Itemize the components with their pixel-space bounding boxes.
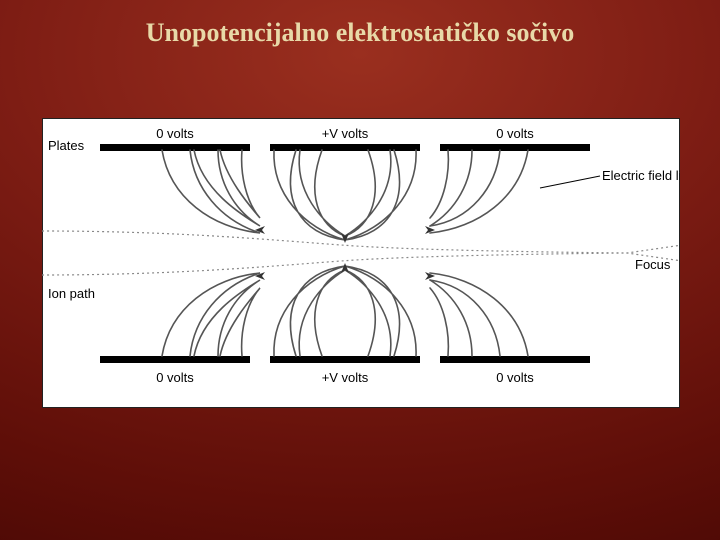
diagram-label: +V volts — [322, 370, 369, 385]
field-line — [345, 266, 416, 356]
plate-top-1 — [270, 144, 420, 151]
diagram-label: 0 volts — [156, 126, 194, 141]
diagram-label: 0 volts — [496, 126, 534, 141]
field-line — [274, 266, 345, 356]
diagram-label: Ion path — [48, 286, 95, 301]
ion-path — [42, 231, 680, 261]
diagram-label: Focus — [635, 257, 671, 272]
diagram-label: +V volts — [322, 126, 369, 141]
ion-path — [42, 245, 680, 275]
diagram-label: Electric field lines — [602, 168, 680, 183]
field-line — [194, 280, 260, 356]
field-line — [220, 150, 260, 218]
field-line — [430, 273, 528, 356]
diagram-label: 0 volts — [496, 370, 534, 385]
plate-top-0 — [100, 144, 250, 151]
field-line — [430, 150, 472, 226]
field-line — [162, 273, 260, 356]
plate-bot-0 — [100, 356, 250, 363]
plate-bot-1 — [270, 356, 420, 363]
field-line — [430, 150, 528, 233]
arrow-icon — [341, 263, 349, 273]
diagram-label: Plates — [48, 138, 85, 153]
plate-top-2 — [440, 144, 590, 151]
field-line — [430, 280, 472, 356]
field-line — [220, 288, 260, 356]
leader-line — [540, 176, 600, 188]
field-line — [274, 150, 345, 240]
lens-svg: 0 volts 0 volts +V volts +V volts 0 volts 0 v… — [42, 118, 680, 408]
field-line — [194, 150, 260, 226]
arrow-icon — [341, 233, 349, 243]
page-title: Unopotencijalno elektrostatičko sočivo — [0, 18, 720, 48]
field-line — [345, 150, 416, 240]
plate-bot-2 — [440, 356, 590, 363]
diagram-label: 0 volts — [156, 370, 194, 385]
lens-diagram: 0 volts 0 volts +V volts +V volts 0 volts 0 v… — [42, 118, 680, 408]
field-line — [162, 150, 260, 233]
slide: Unopotencijalno elektrostatičko sočivo 0… — [0, 0, 720, 540]
